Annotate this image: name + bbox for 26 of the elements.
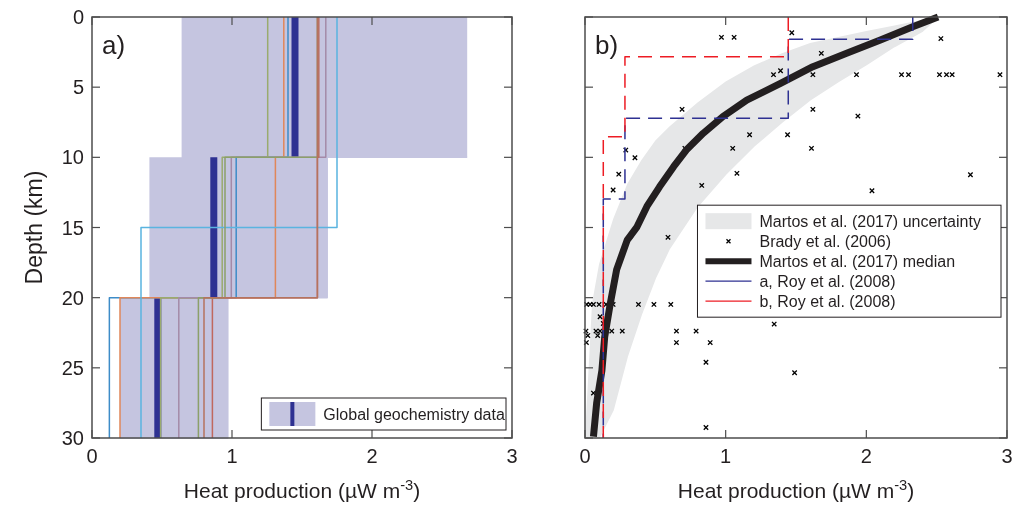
x-tick-label: 0 [86, 445, 98, 467]
y-axis-title: Depth (km) [21, 170, 47, 285]
legend-label: a, Roy et al. (2008) [759, 272, 896, 290]
x-tick-label: 2 [860, 445, 872, 467]
legend-label: b, Roy et al. (2008) [759, 292, 896, 310]
x-tick-label: 2 [366, 445, 378, 467]
text: b) [595, 30, 619, 60]
x-tick-label: 0 [579, 445, 591, 467]
x-axis-title: Heat production (µW m$^{-3}$) [183, 477, 421, 502]
y-tick-label: 30 [61, 427, 84, 449]
y-tick-label: 10 [61, 146, 84, 169]
y-tick-label: 0 [72, 6, 84, 28]
legend-label: Global geochemistry data [323, 405, 505, 423]
y-tick-label: 25 [61, 356, 84, 379]
x-tick-label: 1 [226, 445, 238, 467]
legend-label: Martos et al. (2017) uncertainty [759, 212, 981, 230]
y-tick-label: 15 [61, 216, 84, 239]
y-tick-label: 5 [72, 76, 84, 99]
y-tick-label: 20 [61, 286, 84, 309]
x-tick-label: 3 [1001, 445, 1013, 467]
legend-label: Martos et al. (2017) median [759, 252, 956, 270]
x-tick-label: 3 [506, 445, 518, 467]
x-axis-title: Heat production (µW m$^{-3}$) [677, 477, 915, 502]
legend-label: Brady et al. (2006) [759, 232, 892, 250]
x-tick-label: 1 [720, 445, 732, 467]
text: a) [102, 30, 126, 60]
